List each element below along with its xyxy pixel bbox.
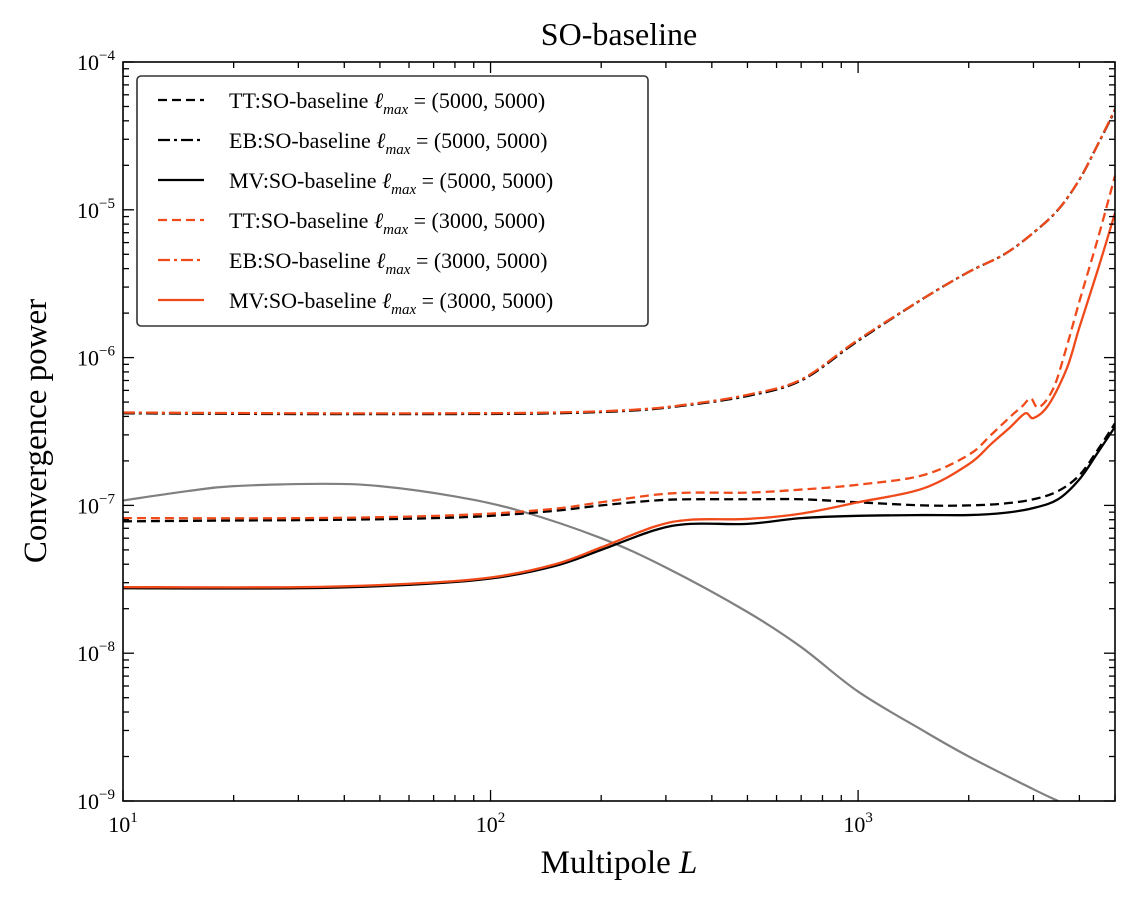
x-tick-label: 101 — [108, 810, 138, 837]
legend-entry-2: MV:SO-baseline ℓmax = (5000, 5000) — [229, 168, 553, 198]
legend-box — [136, 75, 649, 327]
x-tick-label: 103 — [843, 810, 873, 837]
x-tick-label: 102 — [476, 810, 506, 837]
legend-entry-4: EB:SO-baseline ℓmax = (3000, 5000) — [229, 248, 548, 278]
legend: TT:SO-baseline ℓmax = (5000, 5000) EB:SO-… — [136, 75, 649, 327]
axis-ticks: 101 102 103 10−9 10−8 10−7 10−6 10−5 10−4 — [77, 48, 1116, 837]
legend-entry-3: TT:SO-baseline ℓmax = (3000, 5000) — [229, 208, 545, 238]
y-tick-label: 10−9 — [77, 787, 115, 814]
series-line-5 — [123, 212, 1115, 589]
x-axis-label: Multipole L — [541, 845, 698, 881]
series-line-2 — [123, 426, 1115, 590]
legend-entry-5: MV:SO-baseline ℓmax = (3000, 5000) — [229, 288, 553, 318]
legend-entry-1: EB:SO-baseline ℓmax = (5000, 5000) — [229, 128, 548, 158]
series-line-4 — [123, 108, 1115, 415]
y-tick-label: 10−5 — [77, 196, 115, 223]
y-tick-label: 10−8 — [77, 639, 115, 666]
y-tick-label: 10−6 — [77, 344, 115, 371]
series-line-0 — [123, 422, 1115, 523]
y-tick-label: 10−7 — [77, 491, 115, 518]
plot-frame — [122, 61, 1116, 802]
data-curves — [123, 108, 1115, 801]
y-tick-label: 10−4 — [77, 48, 115, 75]
chart-title: SO-baseline — [541, 16, 697, 52]
legend-entry-0: TT:SO-baseline ℓmax = (5000, 5000) — [229, 88, 545, 118]
y-axis-label: Convergence power — [18, 299, 54, 563]
series-line-6 — [123, 482, 1059, 801]
